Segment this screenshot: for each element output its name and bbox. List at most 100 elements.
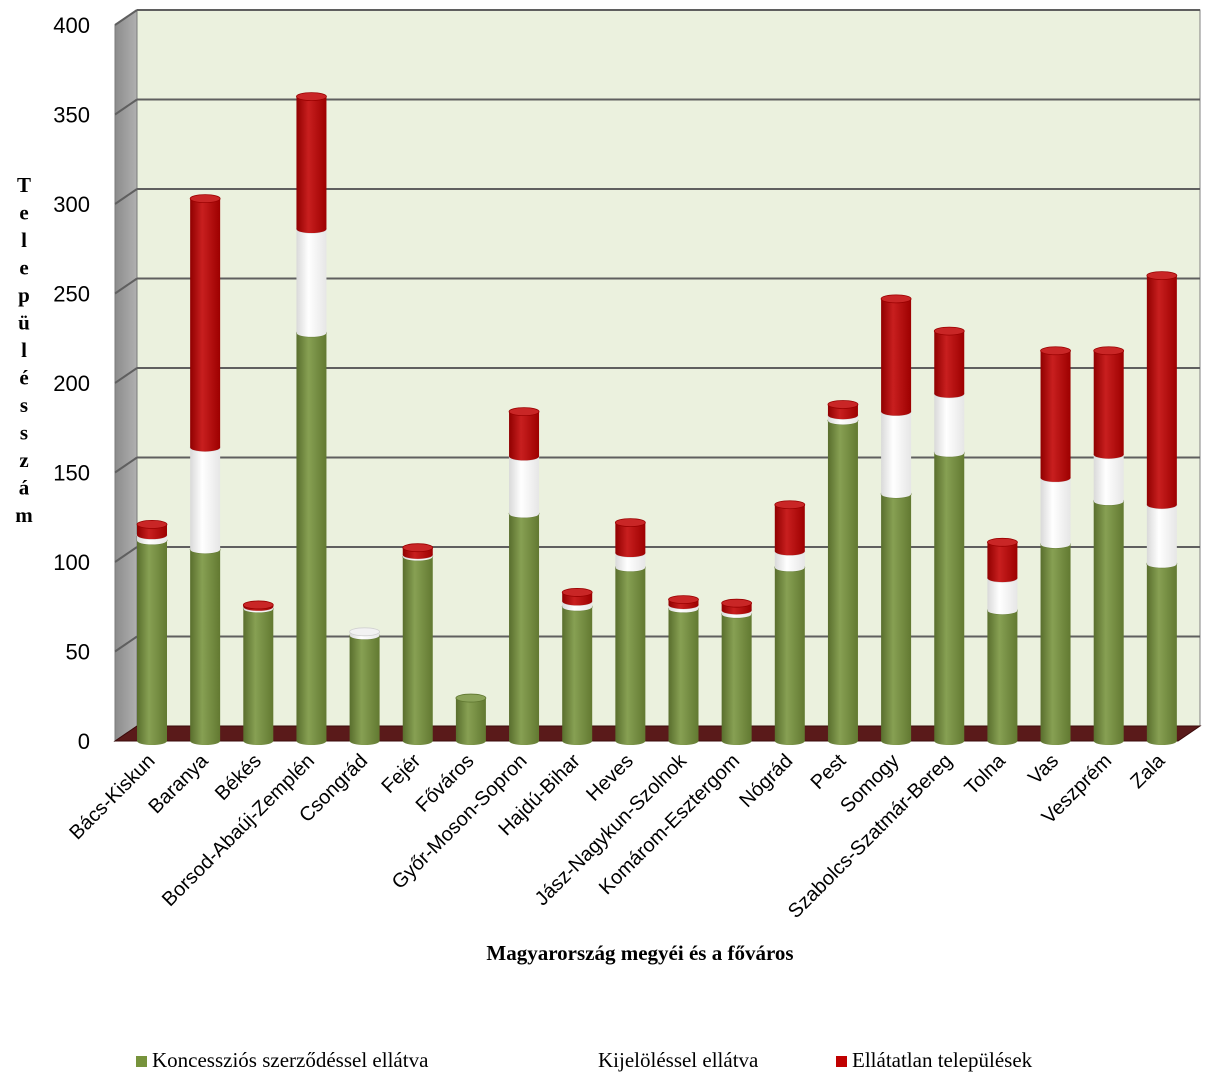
y-axis-label-letter: p <box>18 283 30 307</box>
bar-body <box>190 549 221 745</box>
bar-body <box>774 567 805 745</box>
bar-segment <box>508 451 540 518</box>
bar-body <box>881 411 912 498</box>
y-tick-label: 350 <box>53 103 90 128</box>
bar-cap <box>561 588 593 597</box>
bar-segment <box>774 500 806 556</box>
x-tick-label: Bács-Kiskun <box>65 750 159 844</box>
y-axis-label-letter: e <box>19 201 28 225</box>
y-axis-label-letter: á <box>19 476 30 500</box>
legend-item: Ellátatlan települések <box>836 1048 1033 1072</box>
bar-segment <box>668 595 699 609</box>
bar-body <box>349 635 380 745</box>
bar-segment <box>561 602 593 745</box>
bar-cap <box>721 598 753 608</box>
bar-segment <box>455 693 487 745</box>
bar-segment <box>987 605 1018 745</box>
y-axis-label-letter: l <box>21 228 27 252</box>
legend-swatch <box>136 1056 147 1067</box>
legend-swatch <box>836 1056 847 1067</box>
bar-segment <box>1093 496 1125 745</box>
bar-body <box>296 332 327 745</box>
legend-item: Koncessziós szerződéssel ellátva <box>136 1048 429 1072</box>
legend-item: Kijelöléssel ellátva <box>598 1048 759 1072</box>
bar-segment <box>880 294 912 416</box>
x-tick-label: Tolna <box>961 749 1011 799</box>
y-axis-label-letter: T <box>17 173 31 197</box>
bar-segment <box>189 443 221 554</box>
bar-body <box>1040 544 1071 745</box>
y-axis-label-letter: s <box>20 393 28 417</box>
bar-segment <box>1040 473 1071 549</box>
bar-segment <box>242 600 274 611</box>
y-axis-label-letter: l <box>21 338 27 362</box>
bar-body <box>190 447 221 554</box>
bar-cap <box>402 543 434 553</box>
y-axis-ticks: 0 50 100 150 200 250 300 350 400 <box>53 13 90 754</box>
bar-body <box>934 393 965 457</box>
bar-segment <box>987 537 1018 583</box>
bar-cap <box>827 400 859 409</box>
bar-body <box>190 198 221 452</box>
bar-cap <box>296 92 327 101</box>
bar-segment <box>296 328 327 745</box>
bar-segment <box>774 562 806 745</box>
bar-body <box>615 567 646 745</box>
x-tick-label: Pest <box>807 750 851 794</box>
bar-body <box>668 608 699 745</box>
bar-body <box>455 698 486 745</box>
bar-segment <box>189 545 221 745</box>
bar-body <box>243 608 274 745</box>
bar-body <box>615 522 646 558</box>
bar-segment <box>349 630 381 745</box>
bar-body <box>721 613 752 745</box>
y-tick-label: 300 <box>53 192 90 217</box>
bar-segment <box>189 194 221 452</box>
bar-segment <box>296 224 327 337</box>
bar-segment <box>933 326 965 398</box>
x-tick-label: Nógrád <box>735 750 797 812</box>
bar-body <box>987 578 1018 615</box>
bar-cap <box>1146 271 1178 281</box>
x-tick-label: Zala <box>1126 749 1170 793</box>
bar-segment <box>402 552 434 745</box>
bar-segment <box>242 604 274 745</box>
bar-segment <box>933 389 965 457</box>
bar-segment <box>880 489 912 745</box>
bar-cap <box>987 537 1018 547</box>
bar-segment <box>402 543 434 559</box>
bar-body <box>296 96 327 234</box>
bar-body <box>509 456 540 518</box>
bar-cap <box>774 500 806 510</box>
bar-body <box>1040 350 1071 482</box>
bar-body <box>934 452 965 745</box>
bar-segment <box>880 407 912 498</box>
x-axis-ticks: Bács-KiskunBaranyaBékésBorsod-Abaúj-Zemp… <box>65 749 1170 922</box>
bar-body <box>1093 454 1124 506</box>
bar-segment <box>827 400 859 420</box>
legend: Koncessziós szerződéssel ellátva Kijelölé… <box>136 1048 1033 1072</box>
gridline-side <box>114 367 138 384</box>
x-tick-label: Fejér <box>378 750 426 798</box>
bar-body <box>881 493 912 745</box>
gridline-side <box>114 277 138 295</box>
bar-body <box>774 504 805 556</box>
bar-cap <box>136 520 168 529</box>
bar-segment <box>508 407 540 461</box>
bar-body <box>881 298 912 416</box>
bar-body <box>1040 477 1071 549</box>
bar-body <box>137 540 167 745</box>
bar-segment <box>296 92 327 234</box>
y-axis-label-letter: z <box>19 448 28 472</box>
bar-segment <box>508 509 540 745</box>
y-tick-label: 250 <box>53 282 90 307</box>
bar-cap <box>349 627 381 637</box>
bar-segment <box>1040 346 1071 482</box>
x-tick-label: Vas <box>1024 750 1063 789</box>
bar-cap <box>1093 346 1125 356</box>
bar-segment <box>136 536 168 745</box>
bar-body <box>987 542 1018 583</box>
bar-segment <box>561 588 593 606</box>
bar-body <box>1093 501 1124 745</box>
